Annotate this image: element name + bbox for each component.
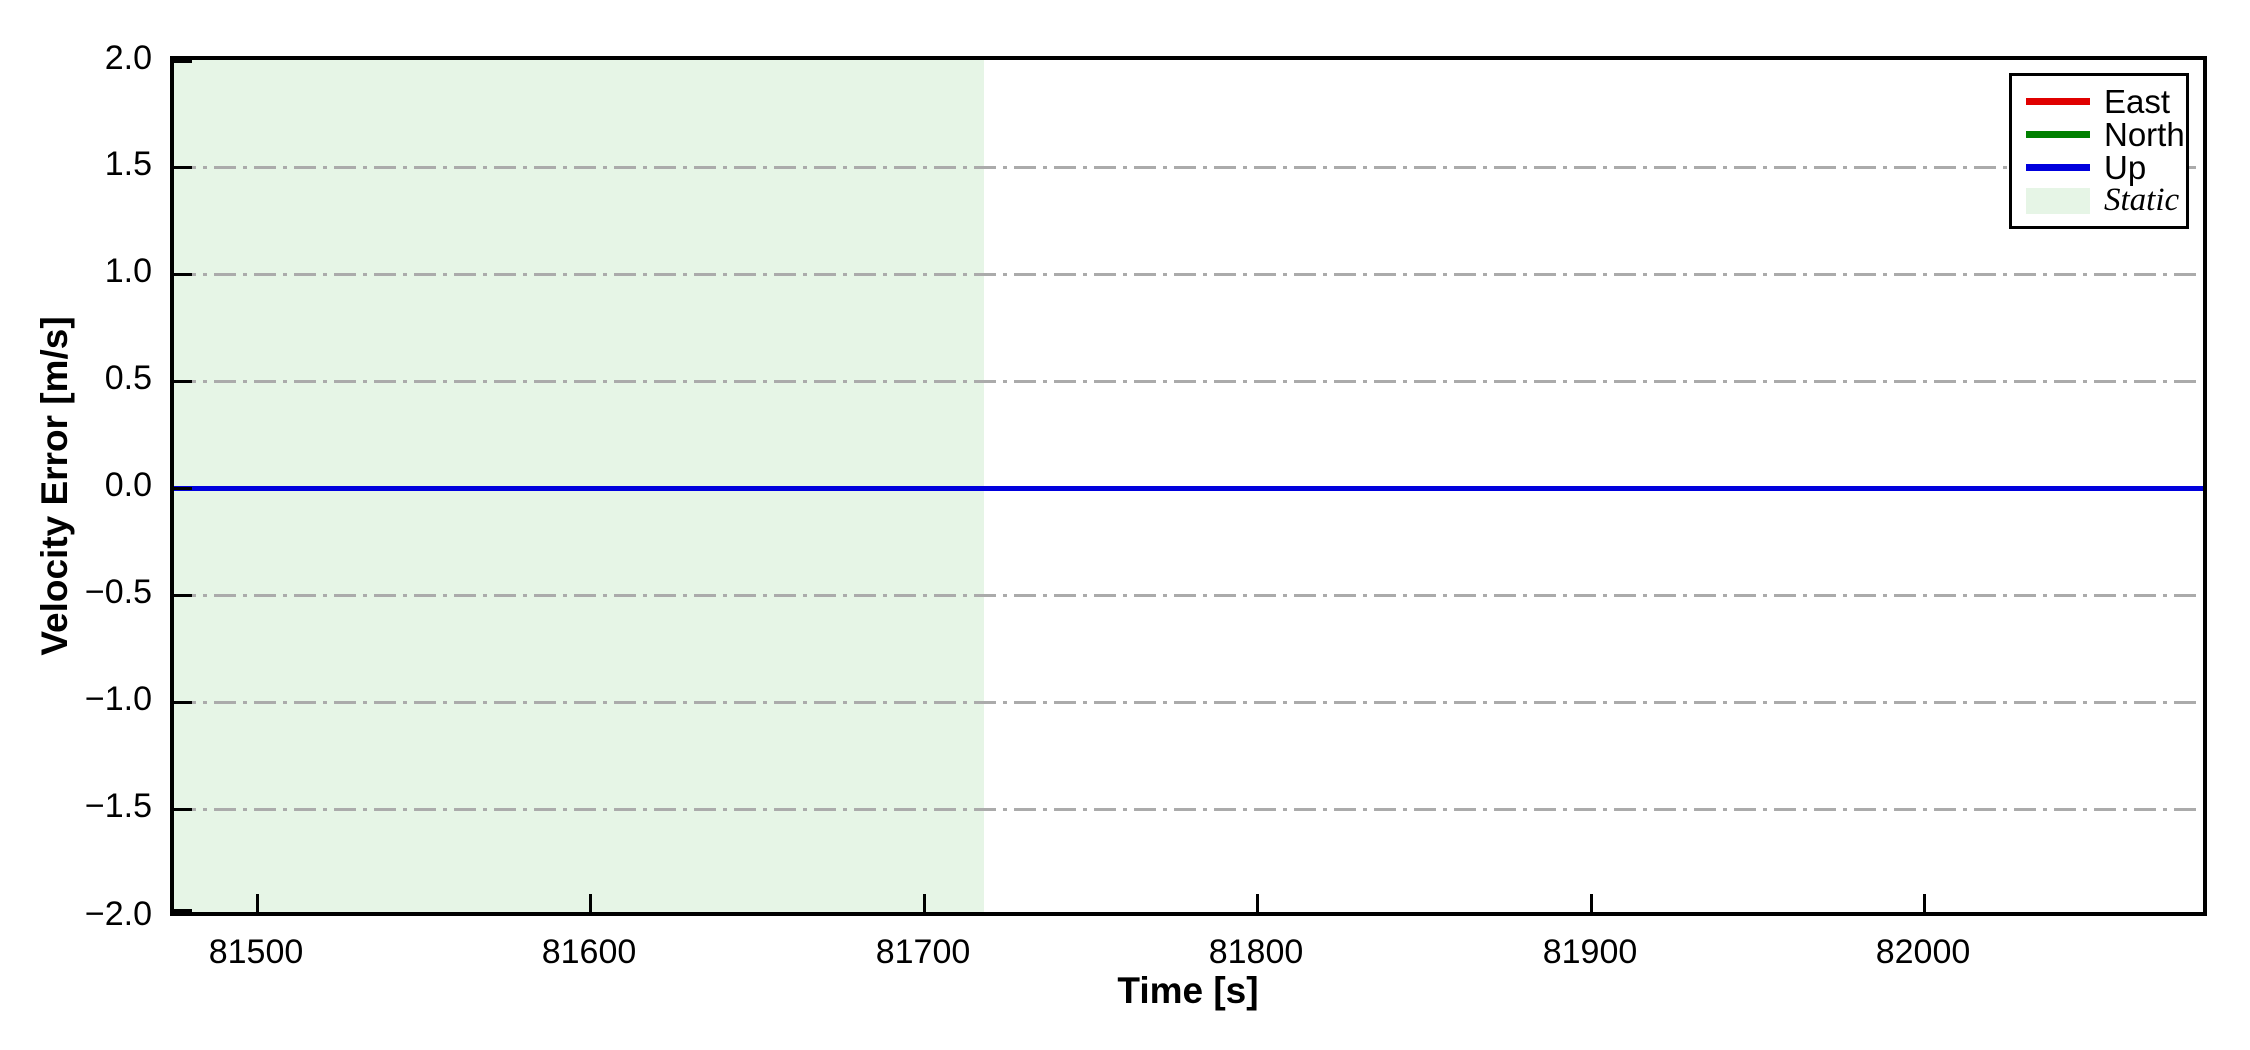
y-tick-m1p5 — [174, 808, 192, 811]
legend-item-north: North — [2026, 118, 2185, 151]
x-tick-label-81600: 81600 — [541, 933, 637, 971]
plot-area: East North Up Static — [170, 56, 2207, 916]
y-tick-label-1p0: 1.0 — [104, 252, 152, 290]
y-axis-label: Velocity Error [m/s] — [34, 316, 75, 656]
y-tick-m0p5 — [174, 594, 192, 597]
x-axis-label: Time [s] — [1117, 970, 1259, 1011]
y-tick-2p0 — [174, 60, 192, 63]
legend-item-up: Up — [2026, 149, 2176, 186]
y-tick-m2p0 — [174, 909, 192, 912]
legend-label-up: Up — [2104, 149, 2147, 186]
y-tick-0p0 — [174, 487, 192, 490]
x-tick-81700 — [923, 894, 926, 912]
y-tick-label-m0p5: −0.5 — [84, 573, 152, 611]
y-tick-label-1p5: 1.5 — [104, 145, 152, 183]
gridline-1p0 — [174, 273, 2203, 276]
legend-label-static: Static — [2104, 182, 2180, 218]
up-line-swatch — [2026, 164, 2090, 171]
east-line-swatch — [2026, 98, 2090, 105]
x-tick-82000 — [1923, 894, 1926, 912]
x-tick-label-81500: 81500 — [208, 933, 304, 971]
static-patch-swatch — [2026, 187, 2090, 214]
y-tick-1p0 — [174, 273, 192, 276]
gridline-1p5 — [174, 166, 2203, 169]
x-tick-81900 — [1590, 894, 1593, 912]
y-tick-label-m1p5: −1.5 — [84, 787, 152, 825]
x-tick-label-81800: 81800 — [1208, 933, 1304, 971]
series-line-up — [174, 486, 2203, 491]
legend-item-east: East — [2026, 83, 2176, 120]
y-tick-label-2p0: 2.0 — [104, 39, 152, 77]
north-line-swatch — [2026, 131, 2090, 138]
legend-item-static: Static — [2026, 182, 2180, 218]
y-tick-label-0p0: 0.0 — [104, 466, 152, 504]
legend-label-north: North — [2104, 116, 2185, 153]
legend: East North Up Static — [2009, 73, 2189, 229]
x-tick-label-82000: 82000 — [1875, 933, 1971, 971]
y-tick-1p5 — [174, 166, 192, 169]
y-tick-m1p0 — [174, 701, 192, 704]
x-tick-label-81700: 81700 — [875, 933, 971, 971]
y-tick-label-m1p0: −1.0 — [84, 680, 152, 718]
y-tick-0p5 — [174, 380, 192, 383]
x-tick-81500 — [256, 894, 259, 912]
x-tick-label-81900: 81900 — [1542, 933, 1638, 971]
gridline-0p5 — [174, 380, 2203, 383]
x-tick-81800 — [1256, 894, 1259, 912]
x-tick-81600 — [589, 894, 592, 912]
gridline-m0p5 — [174, 594, 2203, 597]
legend-label-east: East — [2104, 83, 2171, 120]
gridline-m1p0 — [174, 701, 2203, 704]
gridline-m1p5 — [174, 808, 2203, 811]
y-tick-label-0p5: 0.5 — [104, 359, 152, 397]
y-tick-label-m2p0: −2.0 — [84, 895, 152, 933]
